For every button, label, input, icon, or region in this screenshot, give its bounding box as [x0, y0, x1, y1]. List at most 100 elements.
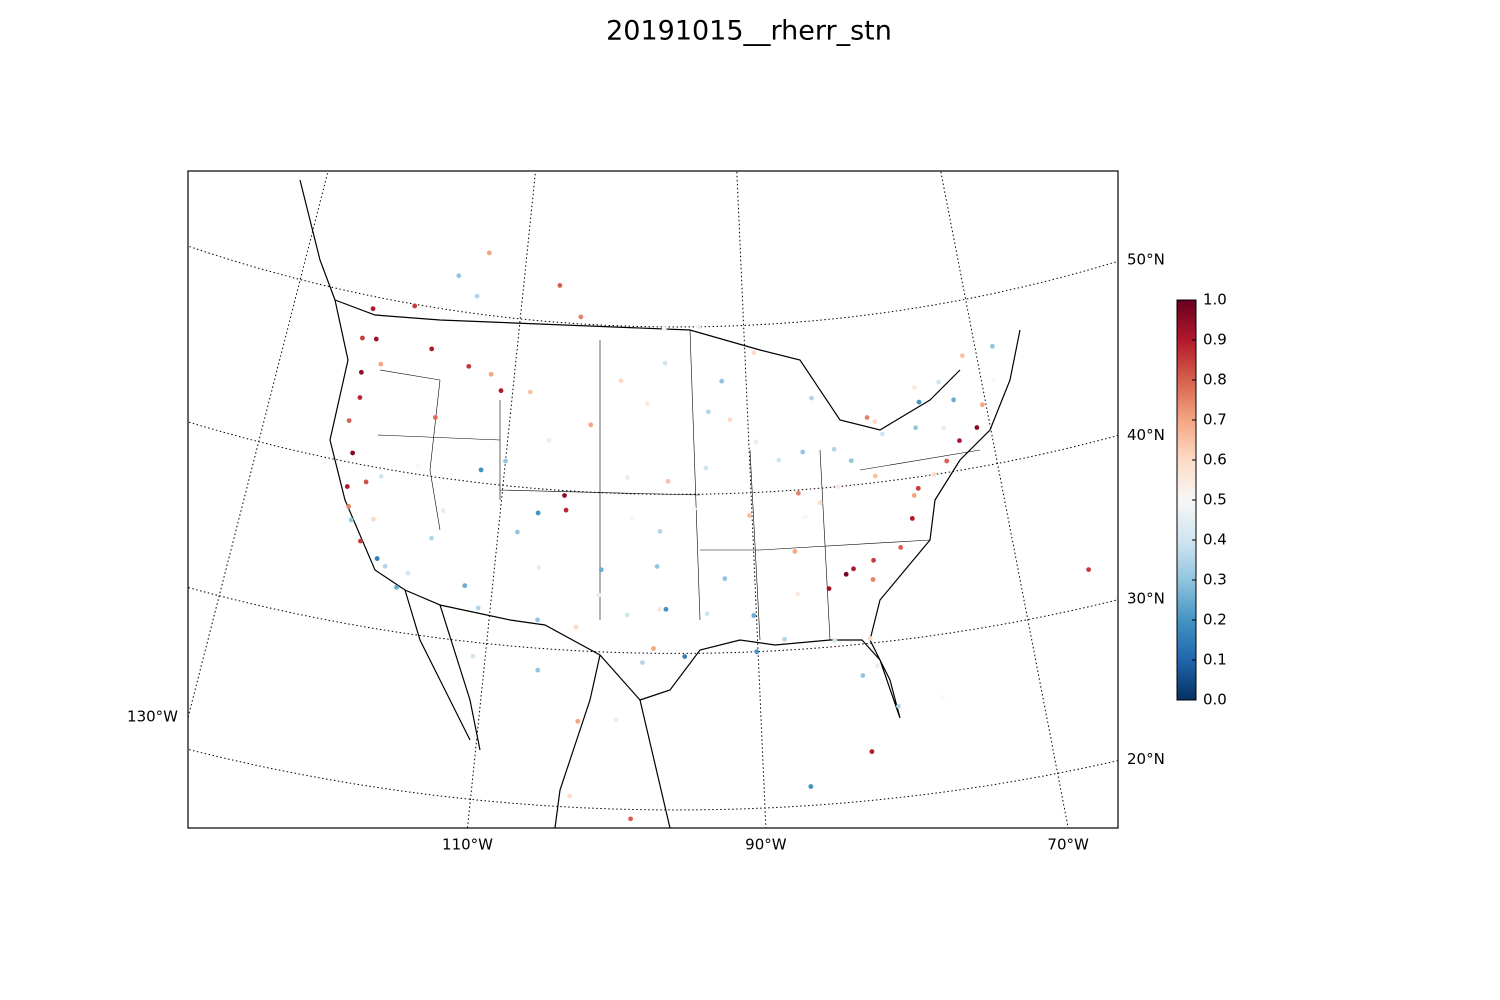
station-point	[719, 378, 725, 384]
colorbar-tick-label: 0.5	[1203, 491, 1227, 509]
station-point	[370, 306, 376, 312]
station-point	[1086, 567, 1092, 573]
station-point	[358, 369, 364, 375]
station-point	[872, 419, 878, 424]
station-point	[536, 565, 542, 570]
station-point	[809, 395, 814, 401]
station-point	[412, 303, 418, 309]
latitude-label: 40°N	[1127, 426, 1165, 444]
station-point	[378, 361, 384, 367]
station-point	[662, 360, 668, 366]
station-point	[344, 484, 350, 489]
station-point	[795, 591, 801, 597]
station-point	[663, 606, 669, 612]
station-point	[456, 273, 462, 279]
colorbar-tick-label: 0.7	[1203, 411, 1227, 429]
parallel-line	[188, 748, 1118, 811]
station-point	[432, 415, 438, 420]
station-point	[753, 439, 759, 445]
colorbar-tick-label: 0.0	[1203, 691, 1227, 709]
station-point	[826, 586, 832, 592]
station-point	[498, 388, 504, 394]
station-point	[909, 516, 915, 521]
station-point	[357, 538, 363, 544]
station-point	[941, 425, 947, 431]
station-point	[782, 636, 787, 642]
meridian-line	[940, 171, 1069, 828]
station-point	[378, 474, 384, 479]
station-point	[979, 402, 985, 408]
station-point	[898, 544, 904, 550]
station-point	[751, 350, 757, 356]
meridian-line	[188, 171, 329, 720]
colorbar-tick-label: 1.0	[1203, 291, 1227, 309]
station-point	[951, 397, 956, 403]
station-point	[651, 646, 656, 651]
station-point	[478, 467, 484, 473]
state-borders	[377, 329, 981, 641]
station-point	[959, 353, 965, 359]
station-point	[657, 528, 663, 534]
parallel-line	[188, 586, 1118, 654]
station-point	[470, 653, 476, 659]
station-point	[974, 425, 980, 430]
coastline	[299, 179, 1021, 828]
station-point	[429, 535, 434, 541]
station-point	[440, 508, 446, 514]
station-point	[867, 636, 873, 641]
station-point	[860, 673, 866, 678]
colorbar-tick-label: 0.8	[1203, 371, 1227, 389]
station-point	[851, 566, 856, 572]
station-point	[703, 465, 709, 471]
station-point	[864, 415, 870, 420]
station-point	[656, 606, 662, 612]
station-point	[466, 363, 472, 369]
station-point	[346, 504, 351, 509]
station-point	[843, 571, 849, 577]
station-point	[831, 446, 837, 452]
station-point	[754, 649, 760, 655]
station-point	[727, 417, 733, 422]
station-point	[896, 703, 901, 709]
station-point	[628, 816, 634, 822]
station-point	[989, 343, 995, 349]
station-point	[874, 663, 880, 669]
station-point	[776, 457, 782, 463]
station-point	[665, 478, 671, 484]
colorbar-tick-label: 0.1	[1203, 651, 1227, 669]
colorbar-tick-label: 0.9	[1203, 331, 1227, 349]
station-point	[940, 694, 946, 700]
station-point	[931, 472, 937, 477]
longitude-label: 70°W	[1047, 836, 1089, 854]
latitude-label: 50°N	[1127, 250, 1165, 268]
station-point	[654, 564, 660, 569]
station-point	[872, 473, 878, 479]
station-point	[562, 493, 567, 498]
station-point	[357, 395, 363, 400]
parallel-line	[188, 245, 1118, 328]
station-point	[624, 474, 630, 480]
station-point	[990, 378, 996, 383]
station-point	[639, 660, 645, 665]
station-point	[818, 500, 823, 506]
station-point	[535, 617, 540, 623]
station-point	[474, 293, 480, 299]
station-point	[848, 458, 854, 464]
colorbar-tick-label: 0.4	[1203, 531, 1227, 549]
station-point	[704, 611, 710, 617]
colorbar-tick-label: 0.2	[1203, 611, 1227, 629]
station-point	[915, 485, 921, 491]
station-point	[911, 493, 917, 498]
station-point	[800, 449, 806, 455]
station-point	[535, 510, 541, 516]
station-point	[567, 793, 572, 799]
station-point	[363, 479, 369, 485]
station-point	[832, 637, 838, 643]
station-point	[747, 513, 752, 518]
station-point	[802, 514, 808, 520]
station-point	[957, 438, 962, 444]
station-point	[613, 717, 619, 723]
station-point	[557, 283, 563, 288]
